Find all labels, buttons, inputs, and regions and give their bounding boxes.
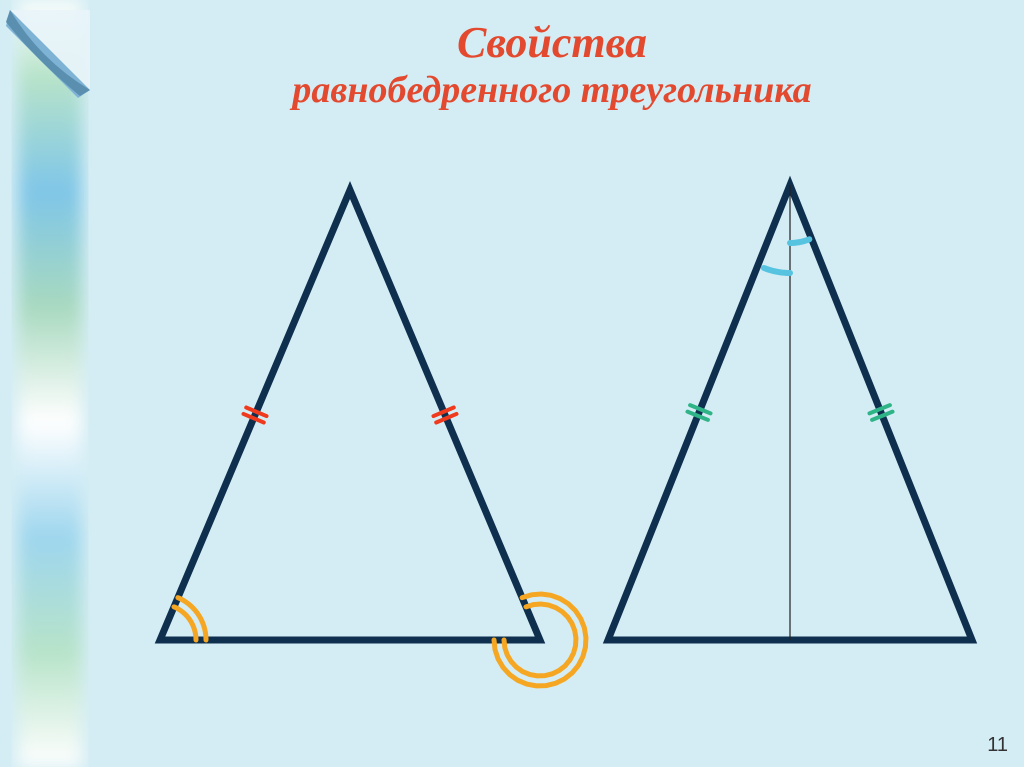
triangles-diagram [0, 0, 1024, 767]
slide: Свойства равнобедренного треугольника 11 [0, 0, 1024, 767]
page-number: 11 [987, 734, 1008, 757]
